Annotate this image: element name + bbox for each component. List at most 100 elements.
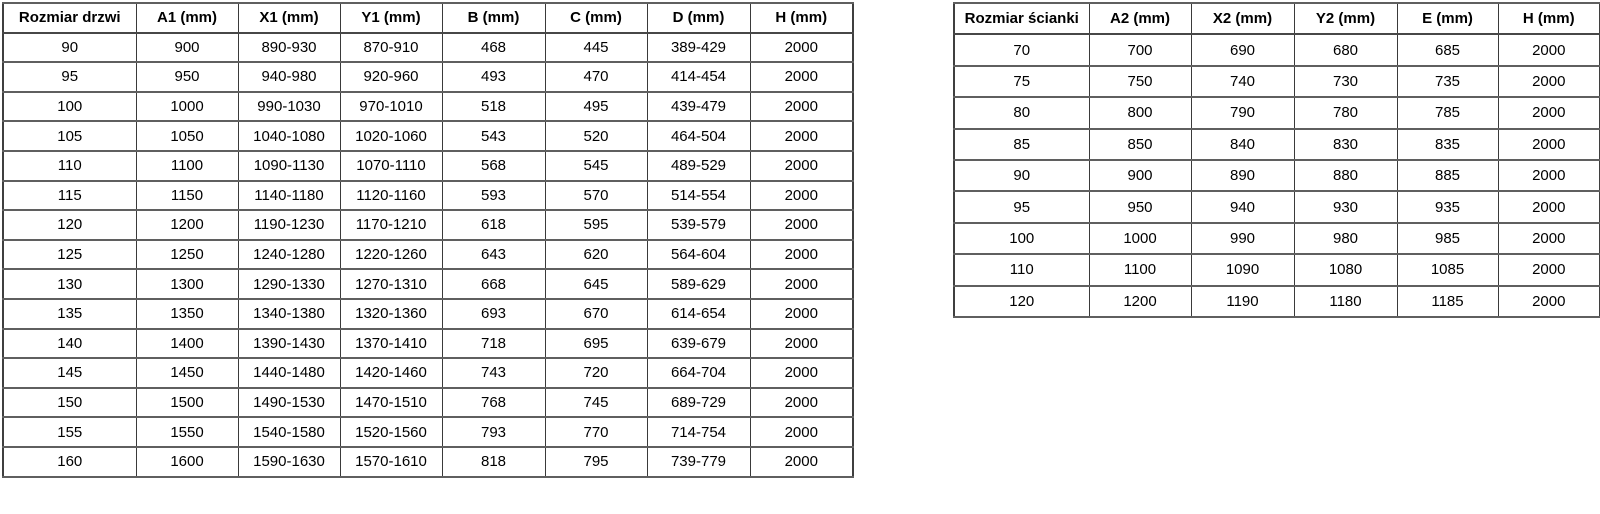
table-cell: 689-729: [646, 386, 751, 419]
table-cell: 1300: [135, 268, 239, 300]
table-cell: 768: [441, 386, 546, 419]
table-cell: 1350: [135, 297, 239, 330]
table-cell: 493: [441, 61, 546, 93]
table-cell: 593: [441, 179, 546, 212]
table-cell: 1190: [1190, 284, 1295, 318]
table-cell: 1085: [1396, 253, 1499, 287]
table-cell: 840: [1190, 127, 1295, 161]
table-cell: 614-654: [646, 297, 751, 330]
table-cell: 880: [1293, 158, 1398, 193]
table-cell: 518: [441, 90, 546, 123]
table-cell: 570: [544, 179, 648, 212]
table-cell: 439-479: [646, 90, 751, 123]
table-cell: 543: [441, 120, 546, 152]
table-cell: 2000: [749, 386, 854, 419]
table-cell: 643: [441, 238, 546, 271]
table-cell: 1090: [1190, 253, 1295, 287]
table-cell: 1090-1130: [237, 149, 341, 182]
table-cell: 850: [1088, 127, 1192, 161]
table-cell: 714-754: [646, 416, 751, 448]
table-cell: 800: [1088, 96, 1192, 130]
column-header: A1 (mm): [135, 2, 239, 34]
table-cell: 639-679: [646, 327, 751, 360]
table-cell: 1040-1080: [237, 120, 341, 152]
table-cell: 150: [2, 386, 137, 419]
column-header: H (mm): [1497, 1, 1600, 36]
table-cell: 1020-1060: [339, 120, 443, 152]
table-cell: 2000: [1497, 127, 1600, 161]
table-row: 105 1050 1040-1080 1020-1060 543 520 464-504 20…: [2, 120, 854, 152]
table-cell: 790: [1190, 96, 1295, 130]
table-cell: 935: [1396, 190, 1499, 224]
table-cell: 445: [544, 31, 648, 64]
table-row: 75 750 740 730 735 2000: [953, 64, 1600, 99]
table-cell: 2000: [1497, 284, 1600, 318]
table-cell: 1180: [1293, 284, 1398, 318]
wall-table-body: 70 700 690 680 685 2000 75 750 740 730 735 2000 80 80…: [953, 33, 1600, 318]
table-cell: 990-1030: [237, 90, 341, 123]
table-cell: 70: [953, 33, 1090, 67]
table-cell: 135: [2, 297, 137, 330]
table-cell: 2000: [749, 445, 854, 478]
table-cell: 1150: [135, 179, 239, 212]
table-cell: 95: [953, 190, 1090, 224]
table-cell: 155: [2, 416, 137, 448]
table-cell: 120: [2, 209, 137, 241]
table-cell: 1600: [135, 445, 239, 478]
table-row: 150 1500 1490-1530 1470-1510 768 745 689-729 20…: [2, 386, 854, 419]
door-table-body: 90 900 890-930 870-910 468 445 389-429 2000 95 95…: [2, 31, 854, 478]
table-cell: 2000: [749, 31, 854, 64]
table-cell: 1570-1610: [339, 445, 443, 478]
table-cell: 2000: [749, 238, 854, 271]
table-cell: 2000: [1497, 221, 1600, 256]
table-cell: 668: [441, 268, 546, 300]
table-cell: 645: [544, 268, 648, 300]
column-header: E (mm): [1396, 1, 1499, 36]
column-header: Rozmiar ścianki: [953, 1, 1090, 36]
table-cell: 520: [544, 120, 648, 152]
table-cell: 818: [441, 445, 546, 478]
table-cell: 780: [1293, 96, 1398, 130]
table-cell: 1450: [135, 357, 239, 389]
column-header: B (mm): [441, 2, 546, 34]
table-cell: 2000: [749, 209, 854, 241]
table-cell: 1340-1380: [237, 297, 341, 330]
door-table-header-row: Rozmiar drzwi A1 (mm) X1 (mm) Y1 (mm) B (mm)…: [2, 2, 854, 34]
table-cell: 110: [953, 253, 1090, 287]
table-cell: 980: [1293, 221, 1398, 256]
table-cell: 730: [1293, 64, 1398, 99]
table-cell: 1370-1410: [339, 327, 443, 360]
table-cell: 718: [441, 327, 546, 360]
table-cell: 950: [1088, 190, 1192, 224]
table-cell: 90: [2, 31, 137, 64]
column-header: Y1 (mm): [339, 2, 443, 34]
table-cell: 1100: [135, 149, 239, 182]
table-cell: 1100: [1088, 253, 1192, 287]
table-cell: 940-980: [237, 61, 341, 93]
table-cell: 2000: [1497, 158, 1600, 193]
door-size-table: Rozmiar drzwi A1 (mm) X1 (mm) Y1 (mm) B (mm)…: [2, 2, 854, 478]
table-row: 80 800 790 780 785 2000: [953, 96, 1600, 130]
column-header: X2 (mm): [1190, 1, 1295, 36]
table-cell: 1200: [1088, 284, 1192, 318]
table-cell: 545: [544, 149, 648, 182]
table-cell: 885: [1396, 158, 1499, 193]
table-cell: 1050: [135, 120, 239, 152]
table-cell: 414-454: [646, 61, 751, 93]
table-cell: 1290-1330: [237, 268, 341, 300]
table-cell: 739-779: [646, 445, 751, 478]
table-cell: 1120-1160: [339, 179, 443, 212]
table-row: 100 1000 990 980 985 2000: [953, 221, 1600, 256]
table-cell: 680: [1293, 33, 1398, 67]
table-row: 160 1600 1590-1630 1570-1610 818 795 739-779 20…: [2, 445, 854, 478]
table-cell: 1550: [135, 416, 239, 448]
table-cell: 2000: [1497, 96, 1600, 130]
table-row: 120 1200 1190-1230 1170-1210 618 595 539-579 20…: [2, 209, 854, 241]
table-cell: 1400: [135, 327, 239, 360]
table-cell: 785: [1396, 96, 1499, 130]
table-cell: 1590-1630: [237, 445, 341, 478]
table-cell: 940: [1190, 190, 1295, 224]
table-cell: 75: [953, 64, 1090, 99]
table-cell: 1185: [1396, 284, 1499, 318]
